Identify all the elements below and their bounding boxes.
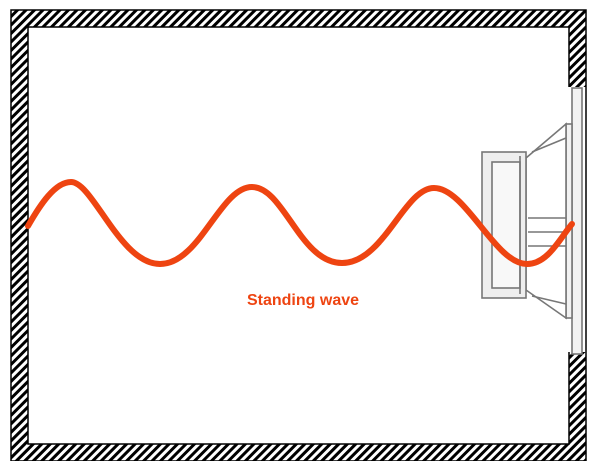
speaker-cone-line-upper: [531, 137, 567, 153]
enclosure-inner-border: [27, 26, 570, 445]
enclosure-outer-border: [10, 9, 587, 461]
enclosure-walls: [10, 9, 587, 461]
standing-wave-curve: [25, 179, 575, 267]
speaker-cone-line-lower: [531, 295, 567, 305]
loudspeaker-driver-icon: [481, 87, 583, 355]
speaker-magnet-inner: [491, 161, 521, 289]
speaker-baffle: [571, 87, 583, 355]
standing-wave-label: Standing wave: [246, 292, 360, 309]
speaker-baffle-edge: [565, 123, 573, 319]
speaker-cone: [525, 122, 567, 320]
